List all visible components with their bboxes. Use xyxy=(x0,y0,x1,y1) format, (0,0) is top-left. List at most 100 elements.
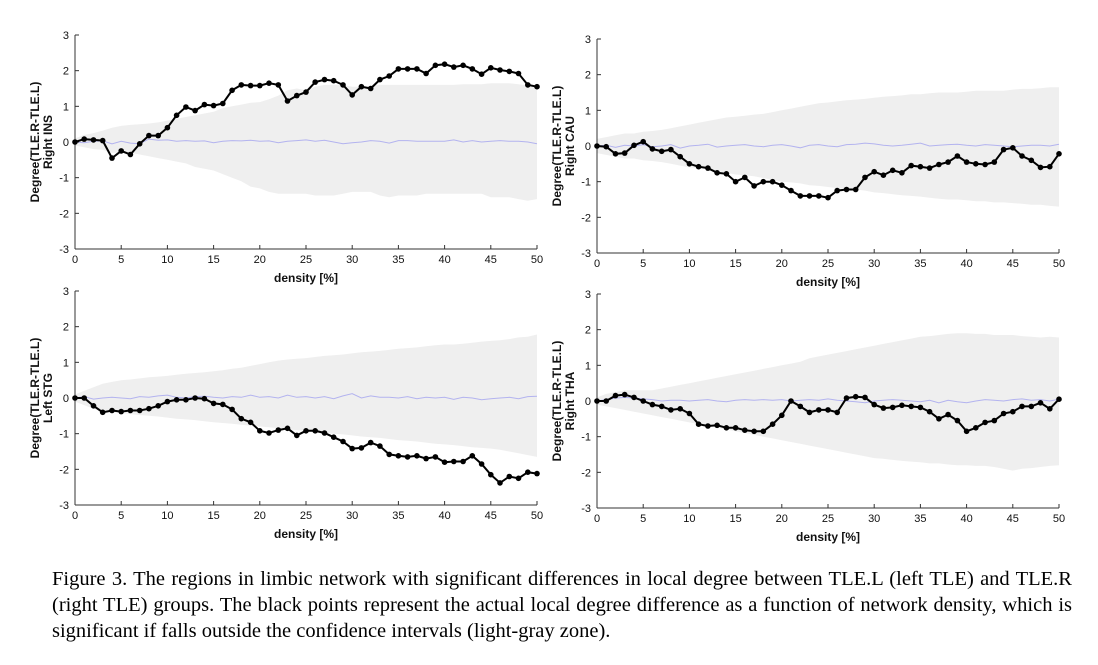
observed-point xyxy=(852,393,859,400)
panel-right-cau: 0 5 10 15 20 25 30 35 40 45 50 -3 -2 -1 0 1 2 3 density [%… xyxy=(550,34,1065,289)
x-tick-label: 10 xyxy=(683,258,695,270)
observed-point xyxy=(247,419,254,426)
observed-point xyxy=(732,425,739,431)
y-tick-label: 3 xyxy=(63,286,69,298)
observed-point xyxy=(220,100,226,107)
observed-point xyxy=(367,439,374,446)
observed-point xyxy=(330,434,337,441)
y-tick-label: -3 xyxy=(581,248,591,260)
observed-point xyxy=(1047,406,1053,412)
observed-point xyxy=(192,107,198,114)
observed-point xyxy=(284,98,291,104)
x-tick-label: 40 xyxy=(960,258,972,270)
observed-point xyxy=(423,70,429,77)
x-axis-label: density [%] xyxy=(796,275,860,289)
observed-point xyxy=(183,397,189,403)
observed-point xyxy=(751,183,757,189)
null-mean-line xyxy=(596,142,1060,149)
confidence-band xyxy=(75,83,537,201)
x-tick-label: 45 xyxy=(1007,258,1019,270)
observed-point xyxy=(488,65,494,71)
x-tick-label: 15 xyxy=(729,258,741,270)
observed-point xyxy=(469,66,476,72)
observed-point xyxy=(751,428,757,435)
observed-point xyxy=(742,174,748,181)
observed-point xyxy=(534,83,540,90)
x-tick-label: 0 xyxy=(594,258,600,270)
x-tick-label: 5 xyxy=(118,254,124,266)
observed-point xyxy=(488,471,494,478)
observed-point xyxy=(404,66,411,72)
observed-point xyxy=(220,401,226,408)
observed-point xyxy=(973,425,979,431)
x-tick-label: 20 xyxy=(776,513,788,525)
x-tick-label: 5 xyxy=(640,258,646,270)
observed-point xyxy=(340,82,346,88)
null-mean-line xyxy=(74,393,538,401)
observed-point xyxy=(229,87,235,94)
observed-point xyxy=(889,167,896,174)
observed-point xyxy=(1028,157,1035,164)
observed-point xyxy=(367,85,374,92)
observed-point xyxy=(1056,396,1062,403)
observed-point xyxy=(460,458,466,465)
observed-point xyxy=(72,139,78,145)
observed-point xyxy=(321,430,328,436)
observed-point xyxy=(945,411,951,418)
x-tick-label: 20 xyxy=(254,254,266,266)
observed-point xyxy=(515,70,522,77)
observed-point xyxy=(340,438,346,445)
observed-point xyxy=(1037,400,1044,406)
observed-point xyxy=(1010,145,1016,151)
y-tick-label: -2 xyxy=(59,208,69,220)
observed-point xyxy=(806,193,813,199)
observed-point xyxy=(760,178,767,185)
x-tick-label: 30 xyxy=(868,513,880,525)
observed-point xyxy=(973,161,979,167)
x-tick-label: 50 xyxy=(1053,513,1065,525)
y-tick-label: 1 xyxy=(585,105,591,117)
observed-point xyxy=(183,104,189,110)
observed-point xyxy=(668,146,674,153)
observed-point xyxy=(880,172,887,178)
x-tick-label: 25 xyxy=(822,258,834,270)
observed-point xyxy=(294,432,300,439)
y-tick-label: 2 xyxy=(585,70,591,82)
observed-point xyxy=(247,82,254,89)
observed-point xyxy=(90,403,97,409)
x-tick-label: 20 xyxy=(254,510,266,522)
observed-point xyxy=(788,398,794,404)
y-tick-label: 1 xyxy=(63,101,69,113)
x-tick-label: 35 xyxy=(392,254,404,266)
observed-point xyxy=(432,62,439,69)
x-tick-label: 50 xyxy=(531,510,543,522)
observed-point xyxy=(257,82,263,89)
observed-point xyxy=(926,165,933,171)
observed-point xyxy=(668,407,674,413)
y-tick-label: -3 xyxy=(59,244,69,256)
observed-point xyxy=(816,407,822,413)
observed-point xyxy=(1028,403,1035,410)
y-axis-label: Degree(TLE.R-TLE.L) xyxy=(550,86,564,207)
x-tick-label: 0 xyxy=(594,513,600,525)
x-tick-label: 5 xyxy=(640,513,646,525)
x-tick-label: 10 xyxy=(161,510,173,522)
y-tick-label: -1 xyxy=(581,177,591,189)
y-tick-label: -3 xyxy=(59,500,69,512)
y-tick-label: -1 xyxy=(59,429,69,441)
observed-point xyxy=(963,159,970,165)
y-tick-label: -2 xyxy=(59,464,69,476)
null-mean-line xyxy=(596,396,1060,404)
observed-point xyxy=(303,89,309,95)
observed-point xyxy=(945,159,951,165)
observed-point xyxy=(594,143,600,149)
observed-point xyxy=(238,82,245,88)
observed-point xyxy=(658,148,665,155)
observed-point xyxy=(797,193,804,199)
x-tick-label: 45 xyxy=(485,254,497,266)
observed-point xyxy=(441,61,448,67)
x-tick-label: 45 xyxy=(485,510,497,522)
observed-point xyxy=(451,458,457,465)
observed-point xyxy=(497,480,503,486)
observed-point xyxy=(118,148,124,154)
